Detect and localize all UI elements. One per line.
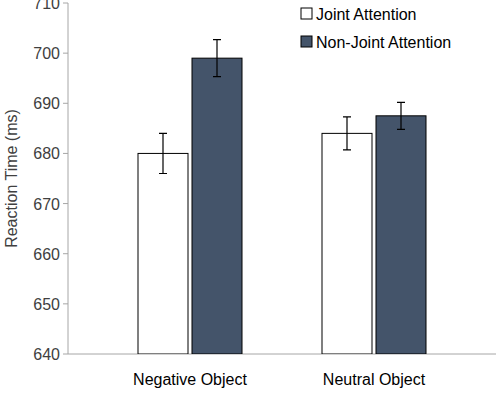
y-tick — [63, 253, 68, 254]
chart-container: 640 650 660 670 680 690 700 710 Reaction Time (m… — [0, 0, 500, 395]
y-tick — [63, 103, 68, 104]
chart-svg: 640 650 660 670 680 690 700 710 Reaction Time (m… — [0, 0, 500, 395]
legend: Joint Attention Non-Joint Attention — [301, 6, 451, 51]
x-tick-label: Neutral Object — [323, 371, 426, 388]
y-tick-label: 650 — [33, 296, 60, 313]
error-bar — [159, 133, 167, 173]
y-tick — [63, 3, 68, 4]
x-axis-line — [68, 354, 496, 355]
y-tick — [63, 354, 68, 355]
y-tick — [63, 303, 68, 304]
y-tick-label: 700 — [33, 45, 60, 62]
y-tick-label: 680 — [33, 145, 60, 162]
bar — [322, 133, 372, 354]
y-tick — [63, 203, 68, 204]
error-bars — [159, 40, 405, 174]
bar — [138, 153, 188, 354]
error-bar — [397, 102, 405, 129]
bars — [138, 58, 426, 354]
y-tick-label: 670 — [33, 196, 60, 213]
legend-swatch — [301, 36, 312, 47]
bar — [192, 58, 242, 354]
y-axis-line — [68, 3, 69, 354]
y-tick-label: 660 — [33, 246, 60, 263]
y-axis-label: Reaction Time (ms) — [3, 109, 20, 248]
y-tick-label: 640 — [33, 346, 60, 363]
y-tick-label: 690 — [33, 95, 60, 112]
legend-swatch — [301, 8, 312, 19]
error-bar — [343, 117, 351, 150]
y-tick — [63, 53, 68, 54]
legend-label: Non-Joint Attention — [316, 34, 451, 51]
x-tick-label: Negative Object — [133, 371, 247, 388]
legend-label: Joint Attention — [316, 6, 417, 23]
error-bar — [213, 40, 221, 77]
y-tick — [63, 153, 68, 154]
y-tick-label: 710 — [33, 0, 60, 12]
bar — [376, 116, 426, 354]
